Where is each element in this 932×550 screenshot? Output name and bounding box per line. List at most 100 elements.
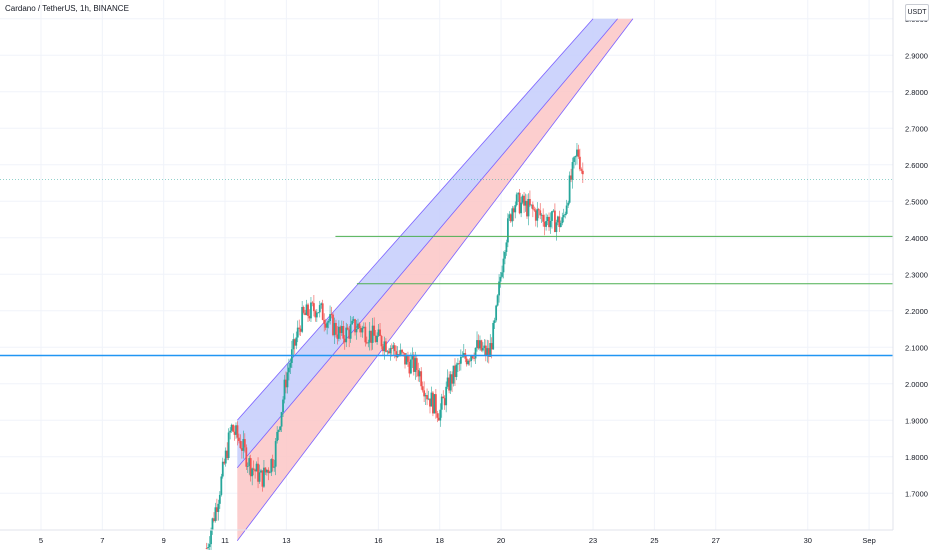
candle-body: [565, 205, 568, 214]
candle-body: [511, 208, 514, 222]
price-axis[interactable]: 3.00002.90002.80002.70002.60002.50002.40…: [892, 0, 932, 550]
time-tick-label: 25: [650, 536, 658, 545]
candle-body: [476, 340, 478, 348]
candle-body: [355, 328, 358, 333]
candle-body: [221, 461, 224, 477]
candle-body: [283, 379, 286, 400]
candle-body: [439, 409, 442, 421]
candle-body: [330, 314, 333, 315]
candle-body: [551, 211, 553, 221]
time-tick-label: 20: [497, 536, 505, 545]
candle-body: [348, 329, 351, 339]
candle-body: [561, 217, 564, 224]
candle-body: [357, 323, 359, 329]
candle-body: [351, 320, 354, 325]
candle-body: [252, 468, 255, 470]
candle-body: [387, 351, 390, 354]
price-tick-label: 2.5000: [905, 197, 928, 206]
candle-body: [578, 156, 581, 170]
candle-body: [243, 439, 246, 448]
candle-body: [527, 199, 530, 217]
candle-body: [409, 359, 412, 374]
candle-body: [570, 175, 572, 180]
candle-body: [482, 348, 484, 351]
candle-body: [543, 221, 546, 227]
parallel-channel[interactable]: [236, 18, 634, 541]
candle-body: [261, 470, 264, 487]
candle-body: [423, 390, 426, 397]
candle-body: [352, 319, 355, 321]
candle-body: [449, 374, 452, 391]
chart-grid: [0, 0, 893, 530]
candle-body: [432, 392, 434, 414]
candle-body: [345, 327, 348, 343]
candle-body: [205, 548, 208, 549]
candle-body: [501, 272, 503, 277]
candle-body: [539, 210, 542, 216]
candle-body: [509, 214, 512, 222]
time-tick-label: 7: [100, 536, 104, 545]
candle-body: [301, 306, 304, 332]
candle-body: [217, 503, 220, 512]
candle-body: [224, 450, 227, 464]
candle-body: [552, 210, 555, 212]
candle-body: [442, 396, 445, 399]
candle-body: [404, 353, 406, 365]
candle-body: [411, 354, 414, 360]
candle-body: [533, 209, 536, 211]
candlestick-series: [205, 142, 584, 550]
candle-body: [505, 242, 508, 252]
candle-body: [549, 220, 552, 228]
channel-middle-line: [236, 18, 618, 468]
candle-body: [279, 426, 281, 431]
candle-body: [255, 463, 258, 472]
candle-body: [385, 341, 387, 352]
candle-body: [455, 364, 458, 377]
candle-body: [376, 335, 378, 343]
time-axis[interactable]: 5 7 9 11 13 16 18 20 23 25 27 30 Sep: [0, 529, 893, 545]
candle-body: [258, 472, 261, 482]
candle-body: [211, 518, 214, 531]
candle-body: [299, 328, 302, 332]
candle-body: [534, 210, 537, 221]
candle-body: [329, 314, 331, 322]
time-tick-label: 5: [39, 536, 43, 545]
candle-body: [274, 441, 277, 467]
candle-body: [537, 209, 540, 211]
candle-body: [471, 355, 474, 359]
candle-body: [276, 431, 279, 442]
candle-body: [486, 348, 489, 356]
candle-body: [568, 175, 571, 203]
candle-body: [308, 315, 311, 319]
candle-body: [358, 323, 361, 328]
candle-body: [311, 302, 314, 304]
price-tick-label: 1.7000: [905, 489, 928, 498]
candle-body: [446, 377, 449, 387]
candle-body: [483, 345, 486, 349]
candle-body: [380, 336, 383, 347]
candle-body: [220, 476, 223, 495]
channel-top-line: [236, 18, 594, 421]
candle-body: [520, 202, 523, 214]
candle-body: [232, 424, 234, 432]
candle-body: [443, 398, 446, 406]
currency-badge[interactable]: USDT: [905, 4, 929, 21]
candle-body: [436, 413, 439, 418]
candle-body: [377, 329, 380, 336]
candle-body: [389, 348, 392, 354]
candle-body: [415, 358, 418, 370]
price-axis-bg: [893, 0, 932, 550]
candle-body: [226, 450, 229, 458]
candle-body: [517, 192, 520, 195]
candle-body: [508, 214, 511, 219]
candle-body: [468, 360, 471, 362]
candle-body: [320, 303, 323, 306]
time-tick-label: Sep: [862, 536, 875, 545]
candle-body: [293, 339, 296, 346]
candle-body: [545, 221, 547, 227]
candle-body: [581, 170, 584, 175]
candle-body: [249, 458, 252, 477]
candle-body: [386, 351, 389, 353]
candle-body: [576, 149, 578, 157]
